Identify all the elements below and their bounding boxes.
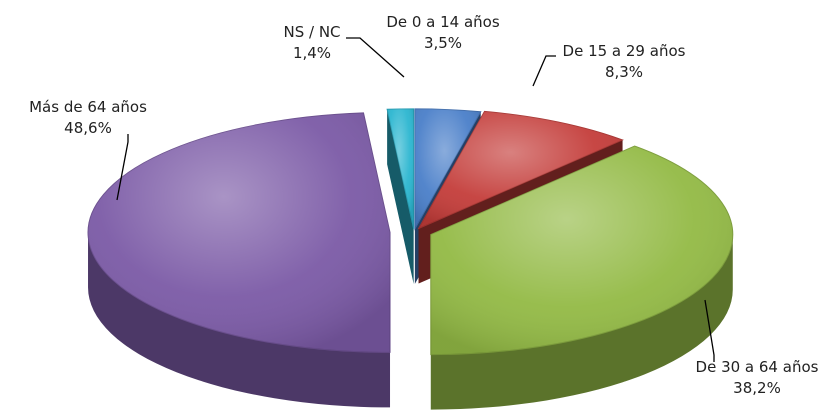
pie-slice-highlight-1 [414, 108, 481, 229]
slice-label-value-4: 48,6% [64, 119, 112, 137]
pie-slice-wall-3-0 [88, 232, 391, 408]
pie-slice-wall-2-0 [430, 234, 733, 410]
slice-label-name-1: De 0 a 14 años [386, 13, 500, 31]
slice-label-name-2: De 15 a 29 años [563, 42, 686, 60]
pie-slice-highlight-2 [418, 111, 623, 229]
slice-label-name-5: NS / NC [283, 23, 340, 41]
slice-label-value-5: 1,4% [293, 44, 331, 62]
leader-line-3 [704, 299, 715, 362]
slice-label-name-3: De 30 a 64 años [696, 358, 819, 376]
leader-line-2 [532, 55, 556, 87]
slice-label-value-2: 8,3% [605, 63, 643, 81]
slice-label-value-3: 38,2% [733, 379, 781, 397]
slice-label-name-4: Más de 64 años [29, 98, 147, 116]
pie-slice-highlight-3 [430, 146, 733, 355]
leader-line-4 [116, 134, 129, 201]
pie-slice-highlight-5 [387, 108, 414, 229]
slice-label-value-1: 3,5% [424, 34, 462, 52]
pie-slice-highlight-4 [88, 112, 391, 353]
leader-line-5 [346, 37, 405, 78]
pie-slice-side-4-0 [387, 109, 414, 284]
